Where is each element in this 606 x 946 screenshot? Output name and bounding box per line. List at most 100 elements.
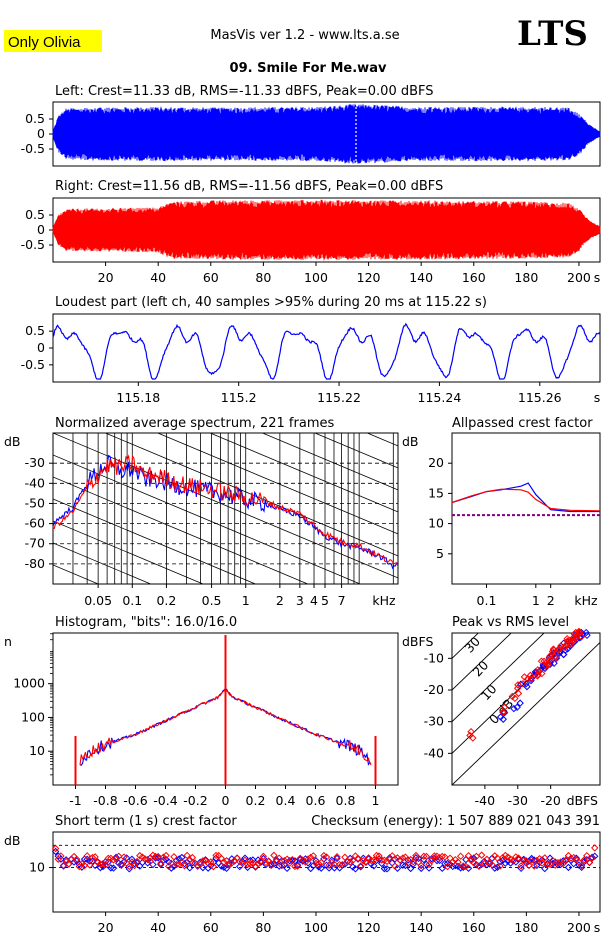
y-tick-label: -20	[424, 682, 444, 697]
peakrms-point-left	[499, 715, 507, 723]
crest-point-right	[449, 858, 457, 866]
crest-point-right	[388, 852, 396, 860]
x-tick-label: 0	[222, 793, 230, 808]
crest-point-right	[180, 862, 189, 870]
crest-point-right	[430, 852, 439, 860]
crest-point-left	[493, 863, 502, 871]
x-tick-label: 115.26	[518, 390, 562, 405]
left-waveform-chart: 0.50-0.5	[21, 101, 601, 167]
y-tick-label: 100	[21, 709, 45, 724]
crest-point-left	[393, 864, 402, 872]
crest-point-left	[383, 865, 391, 873]
peakrms-diagonal	[452, 633, 479, 659]
x-tick-label: 60	[203, 920, 219, 935]
crest-point-left	[99, 862, 107, 871]
histogram-chart: 1000 100 10 n -1 -0.8 -0.6 -0.4 -0.2 0 0.2 0.4 0.6 0.…	[4, 632, 399, 808]
spectrum-slope-line	[313, 433, 398, 469]
peakrms-point-right	[571, 634, 580, 643]
y-tick-label: -50	[25, 495, 45, 510]
crest-point-right	[183, 851, 191, 860]
peakrms-point-right	[554, 646, 562, 654]
peakrms-point-right	[569, 637, 578, 645]
crest-point-right	[496, 862, 504, 870]
y-axis-label: dB	[4, 434, 21, 449]
spectrum-slope-line	[53, 542, 152, 584]
x-tick-label: -0.8	[93, 793, 117, 808]
peakrms-point-left	[510, 704, 518, 713]
crest-point-right	[346, 858, 354, 866]
y-tick-label: -40	[25, 475, 45, 490]
crest-point-right	[291, 862, 299, 871]
x-tick-label: s	[594, 270, 601, 285]
crest-point-right	[354, 854, 362, 863]
loudest-title: Loudest part (left ch, 40 samples >95% d…	[55, 295, 487, 310]
peakrms-point-left	[522, 680, 530, 688]
allpass-frame	[451, 432, 601, 585]
x-tick-label: 0.2	[246, 793, 266, 808]
peakrms-point-left	[516, 699, 524, 707]
x-tick-label: 120	[357, 270, 381, 285]
crest-point-right	[477, 851, 486, 859]
crest-point-right	[514, 854, 523, 862]
peakrms-point-right	[511, 694, 519, 703]
crest-point-right	[309, 852, 318, 860]
x-tick-label: 100	[304, 920, 328, 935]
spectrum-series-right	[53, 454, 398, 567]
crest-point-left	[285, 857, 294, 865]
peakrms-point-right	[565, 636, 574, 645]
crest-point-left	[130, 859, 139, 868]
artist-highlight	[4, 30, 102, 52]
spectrum-slope-line	[156, 433, 398, 535]
y-tick-label: -0.5	[21, 141, 45, 156]
crest-point-right	[141, 855, 149, 863]
x-tick-label: 160	[462, 920, 486, 935]
crest-point-right	[88, 853, 97, 862]
crest-point-left	[401, 861, 410, 870]
x-axis-label: dBFS	[567, 793, 598, 808]
crest-point-left	[328, 856, 336, 864]
crest-point-right	[207, 858, 215, 866]
peakrms-point-right	[513, 684, 522, 692]
spectrum-series-left	[53, 454, 398, 570]
crest-point-left	[406, 864, 415, 873]
crest-point-left	[122, 854, 131, 862]
crest-point-left	[304, 859, 312, 867]
spectrum-slope-line	[53, 454, 362, 584]
spectrum-slope-line	[53, 433, 398, 579]
crest-point-right	[548, 856, 557, 865]
peakrms-point-left	[523, 682, 531, 691]
x-tick-label: 0.5	[202, 593, 222, 608]
x-tick-label: kHz	[372, 593, 396, 608]
crest-point-left	[107, 864, 115, 872]
x-tick-label: s	[594, 920, 601, 935]
crest-point-left	[109, 864, 118, 872]
crest-point-right	[288, 855, 297, 864]
y-tick-label: 10	[29, 743, 45, 758]
crest-point-right	[533, 856, 541, 865]
loudest-part-chart: 0.5 0 -0.5 115.18 115.2 115.22 115.24 115.26 s	[21, 313, 601, 405]
x-tick-label: 40	[150, 270, 166, 285]
crest-point-right	[57, 852, 65, 860]
crest-point-right	[133, 857, 141, 866]
y-tick-label: 0.5	[25, 111, 45, 126]
crest-point-left	[330, 864, 339, 872]
x-tick-label: 140	[409, 920, 433, 935]
peakrms-point-left	[500, 708, 509, 717]
crest-point-right	[307, 853, 315, 862]
peakrms-point-right	[469, 734, 477, 742]
crest-point-left	[456, 864, 465, 872]
crest-point-right	[370, 856, 378, 864]
x-tick-label: -0.4	[153, 793, 177, 808]
crest-point-left	[588, 853, 596, 862]
crest-point-right	[456, 852, 465, 860]
y-tick-label: -80	[25, 556, 45, 571]
crest-point-right	[488, 861, 496, 869]
x-tick-label: s	[594, 390, 601, 405]
crest-point-left	[167, 864, 176, 872]
y-tick-label: 20	[428, 455, 444, 470]
left-title: Left: Crest=11.33 dB, RMS=-11.33 dBFS, P…	[55, 84, 434, 99]
crest-point-right	[304, 855, 312, 863]
y-tick-label: -60	[25, 516, 45, 531]
crest-point-right	[146, 857, 155, 865]
